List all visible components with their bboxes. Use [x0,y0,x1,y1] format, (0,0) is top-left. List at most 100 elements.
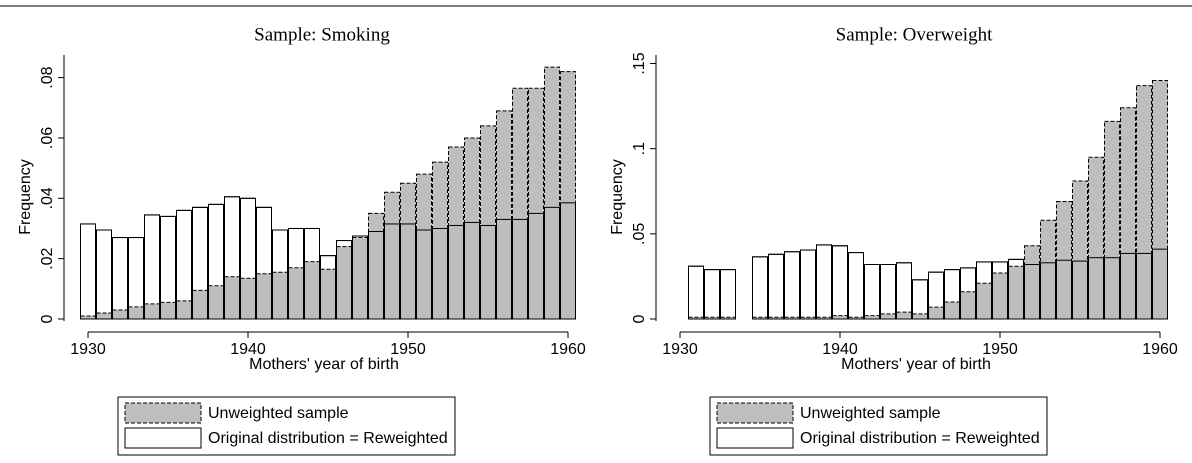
legend-swatch [716,427,794,449]
bar [832,315,848,320]
bar [480,125,496,320]
y-axis-title: Frequency [17,159,34,235]
bar-outline [752,256,768,320]
bar-outline [432,227,448,320]
bar-outline [768,253,784,320]
bar [1136,85,1152,320]
x-axis-title: Mothers' year of birth [249,356,399,373]
bar-outline [928,271,944,320]
bar [976,282,992,320]
bar [1072,180,1088,320]
bar-outline [1152,248,1168,320]
bar [80,223,96,320]
x-axis-title: Mothers' year of birth [841,356,991,373]
bar [336,246,352,320]
bar [1104,120,1120,320]
x-tick-label: 1940 [822,341,858,358]
bar-outline [480,224,496,320]
bar [720,269,736,320]
bar-outline [512,218,528,320]
bar [912,279,928,320]
bar-outline [944,269,960,320]
bar [848,252,864,320]
y-tick-label: .15 [631,52,648,74]
bar [432,161,448,320]
legend-label: Unweighted sample [208,405,349,422]
bar-outline [496,218,512,320]
bar-outline [848,252,864,320]
y-tick-label: .04 [39,187,56,209]
y-tick-label: .06 [39,127,56,149]
bar [992,272,1008,320]
chart-title: Sample: Overweight [836,24,993,45]
bar [960,291,976,320]
bar [768,253,784,320]
bar [384,191,400,320]
chart-title: Sample: Smoking [254,24,390,45]
bar-outline [176,209,192,320]
bar [784,251,800,320]
bar-outline [400,223,416,320]
bar [288,267,304,320]
bar [304,261,320,320]
bar [464,137,480,320]
x-tick-label: 1960 [1142,341,1178,358]
bar [912,313,928,320]
y-tick-label: .1 [631,142,648,155]
bar [496,110,512,320]
y-tick-label: .02 [39,247,56,269]
x-tick-label: 1960 [550,341,586,358]
bar-outline [368,231,384,320]
bar [144,303,160,320]
bar-outline [1024,263,1040,320]
bar-outline [688,265,704,320]
bar [944,301,960,320]
bar-outline [1040,262,1056,320]
bar [192,289,208,320]
bar [816,244,832,320]
bar [512,87,528,320]
bar [800,249,816,320]
bar [704,269,720,320]
bar [272,271,288,320]
y-tick-label: 0 [39,314,56,323]
bar [688,265,704,320]
bar [320,268,336,320]
bar-outline [960,267,976,320]
bar-outline [336,240,352,320]
bar [96,229,112,320]
x-tick-label: 1930 [70,341,106,358]
bar [240,277,256,320]
bar [176,300,192,320]
bar [256,273,272,320]
legend-swatch [124,402,202,424]
bar [448,146,464,320]
bar-outline [224,196,240,320]
bar [544,66,560,320]
bar-outline [832,245,848,320]
bar-outline [1088,257,1104,320]
bar-outline [352,235,368,320]
y-tick-label: .05 [631,223,648,245]
bar-outline [560,202,576,320]
bar-outline [448,224,464,320]
bar [352,237,368,320]
legend-label: Unweighted sample [800,405,941,422]
bar-outline [800,249,816,320]
bar-outline [240,197,256,320]
bar [864,263,880,320]
bar-outline [288,227,304,320]
legend-swatch [716,402,794,424]
bar [1088,156,1104,320]
bar-outline [784,251,800,320]
bar-outline [144,214,160,320]
bar [160,301,176,320]
bar [96,312,112,320]
bar-outline [416,229,432,320]
bar-outline [320,255,336,320]
legend-label: Original distribution = Reweighted [800,430,1040,447]
bar [896,262,912,320]
bar [528,87,544,320]
bar [880,263,896,320]
bar-outline [256,206,272,320]
